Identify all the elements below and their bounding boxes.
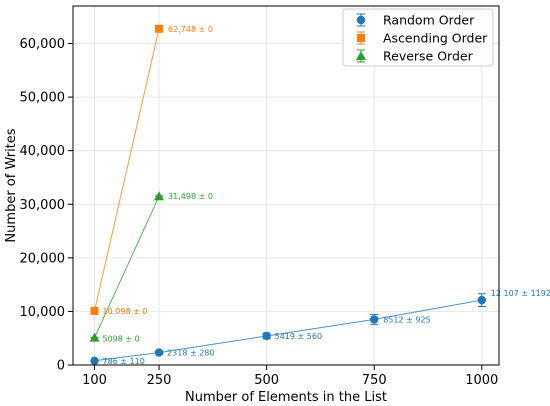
data-point-random-order [154, 348, 164, 357]
data-point-ascending-order [90, 306, 99, 315]
data-label-random-order: 2318 ± 280 [167, 349, 214, 358]
data-label-random-order: 8512 ± 925 [383, 315, 430, 324]
data-label-ascending-order: 10,098 ± 0 [103, 307, 148, 316]
data-label-ascending-order: 62,748 ± 0 [168, 25, 213, 34]
legend-box [342, 8, 494, 67]
legend-entry-ascending-order: Ascending Order [357, 31, 488, 46]
legend-entry-random-order: Random Order [356, 13, 475, 28]
x-axis-title: Number of Elements in the List [185, 390, 387, 405]
y-axis-title: Number of Writes [4, 128, 19, 242]
series-line-random-order [94, 299, 482, 362]
x-tick-label: 250 [147, 373, 172, 388]
axes: 100 250 500 750 1000 0 10,000 20,000 30,000 40,00… [20, 37, 499, 388]
legend-marker-random-order [356, 15, 366, 25]
plot-frame [72, 5, 500, 366]
data-point-reverse-order [154, 191, 165, 201]
series-layer [89, 24, 486, 365]
data-label-random-order: 12 107 ± 1192 [491, 289, 550, 298]
series-ascending-order [90, 24, 164, 315]
y-tick-label: 40,000 [20, 144, 66, 159]
x-tick-label: 750 [362, 373, 387, 388]
data-label-random-order: 786 ± 110 [103, 357, 145, 366]
legend-label-random-order: Random Order [383, 13, 475, 28]
y-tick-label: 20,000 [20, 251, 66, 266]
y-tick-label: 0 [57, 359, 65, 374]
x-tick-label: 100 [82, 373, 107, 388]
x-tick-label: 1000 [465, 373, 498, 388]
data-label-reverse-order: 5098 ± 0 [103, 335, 140, 344]
data-point-random-order [262, 331, 271, 341]
y-tick-label: 50,000 [20, 91, 66, 106]
legend-entry-reverse-order: Reverse Order [356, 49, 474, 64]
data-label-reverse-order: 31,498 ± 0 [168, 192, 213, 201]
y-tick-label: 60,000 [20, 37, 66, 52]
series-reverse-order [89, 191, 165, 342]
data-point-reverse-order [89, 332, 100, 342]
legend-label-reverse-order: Reverse Order [383, 49, 474, 64]
data-point-random-order [90, 356, 99, 365]
y-tick-label: 30,000 [20, 198, 66, 213]
series-line-reverse-order [94, 196, 160, 338]
series-line-ascending-order [94, 28, 160, 312]
legend-marker-ascending-order [357, 34, 365, 42]
data-point-random-order [370, 315, 379, 324]
y-tick-label: 10,000 [20, 305, 66, 320]
legend: Random Order Ascending Order Reverse Order [342, 8, 494, 67]
legend-label-ascending-order: Ascending Order [383, 31, 488, 46]
data-point-ascending-order [155, 24, 164, 33]
data-point-random-order [477, 295, 486, 305]
data-label-random-order: 5419 ± 560 [275, 332, 322, 341]
series-random-order [90, 293, 486, 365]
data-labels: 786 ± 110 2318 ± 280 5419 ± 560 8512 ± 925 1… [103, 25, 550, 366]
legend-marker-reverse-order [356, 51, 366, 60]
x-tick-label: 500 [254, 373, 279, 388]
